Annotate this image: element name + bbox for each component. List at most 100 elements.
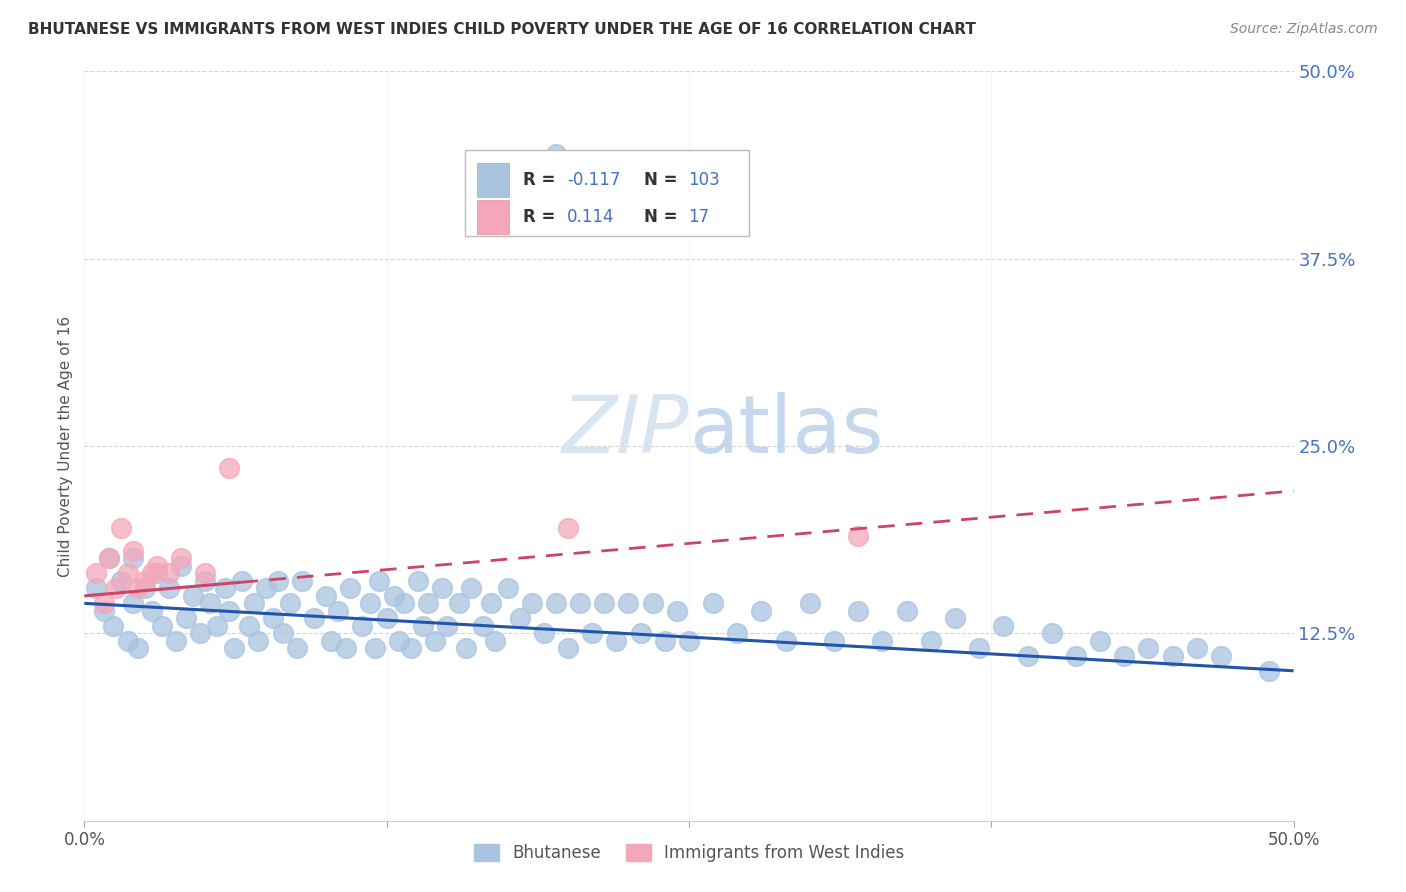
Text: Source: ZipAtlas.com: Source: ZipAtlas.com bbox=[1230, 22, 1378, 37]
Point bbox=[399, 641, 422, 656]
Point bbox=[170, 551, 193, 566]
Point bbox=[181, 589, 204, 603]
Point bbox=[725, 626, 748, 640]
Point bbox=[174, 611, 197, 625]
Point bbox=[194, 574, 217, 588]
Point bbox=[593, 596, 616, 610]
Point bbox=[97, 551, 120, 566]
Text: 103: 103 bbox=[688, 171, 720, 189]
Point bbox=[1040, 626, 1063, 640]
Point bbox=[224, 641, 246, 656]
Point bbox=[392, 596, 415, 610]
Point bbox=[302, 611, 325, 625]
Point bbox=[617, 596, 640, 610]
Point bbox=[242, 596, 264, 610]
Point bbox=[484, 633, 506, 648]
Point bbox=[967, 641, 990, 656]
Point bbox=[121, 551, 143, 566]
Legend: Bhutanese, Immigrants from West Indies: Bhutanese, Immigrants from West Indies bbox=[467, 837, 911, 869]
Point bbox=[388, 633, 411, 648]
Point bbox=[557, 521, 579, 535]
Point bbox=[121, 596, 143, 610]
Point bbox=[359, 596, 381, 610]
Point bbox=[412, 619, 434, 633]
Point bbox=[117, 566, 139, 581]
Point bbox=[775, 633, 797, 648]
Y-axis label: Child Poverty Under the Age of 16: Child Poverty Under the Age of 16 bbox=[58, 316, 73, 576]
Point bbox=[198, 596, 221, 610]
Point bbox=[472, 619, 495, 633]
Point bbox=[751, 604, 773, 618]
Point bbox=[702, 596, 724, 610]
Point bbox=[363, 641, 385, 656]
Point bbox=[190, 626, 212, 640]
Point bbox=[557, 641, 579, 656]
Point bbox=[110, 574, 132, 588]
Point bbox=[170, 558, 193, 573]
Point bbox=[436, 619, 458, 633]
Point bbox=[544, 146, 567, 161]
Point bbox=[134, 574, 156, 588]
FancyBboxPatch shape bbox=[478, 200, 509, 235]
Point bbox=[496, 582, 519, 596]
Point bbox=[678, 633, 700, 648]
Point bbox=[262, 611, 284, 625]
Point bbox=[254, 582, 277, 596]
Point bbox=[605, 633, 627, 648]
Point bbox=[1258, 664, 1281, 678]
Point bbox=[134, 582, 156, 596]
Point bbox=[267, 574, 290, 588]
Point bbox=[368, 574, 391, 588]
Point bbox=[157, 566, 180, 581]
Point bbox=[146, 558, 169, 573]
Text: ZIP: ZIP bbox=[561, 392, 689, 470]
Point bbox=[247, 633, 270, 648]
Point bbox=[291, 574, 314, 588]
Point bbox=[93, 604, 115, 618]
Point bbox=[141, 566, 163, 581]
Point bbox=[319, 633, 342, 648]
Point bbox=[285, 641, 308, 656]
Point bbox=[943, 611, 966, 625]
Point bbox=[103, 619, 125, 633]
Text: BHUTANESE VS IMMIGRANTS FROM WEST INDIES CHILD POVERTY UNDER THE AGE OF 16 CORRE: BHUTANESE VS IMMIGRANTS FROM WEST INDIES… bbox=[28, 22, 976, 37]
Point bbox=[1185, 641, 1208, 656]
Point bbox=[993, 619, 1015, 633]
Point bbox=[533, 626, 555, 640]
Point bbox=[218, 461, 240, 475]
Point bbox=[799, 596, 821, 610]
Point bbox=[544, 596, 567, 610]
Point bbox=[654, 633, 676, 648]
Point bbox=[214, 582, 236, 596]
Point bbox=[335, 641, 357, 656]
Point bbox=[104, 582, 127, 596]
Point bbox=[328, 604, 350, 618]
Point bbox=[86, 566, 108, 581]
Point bbox=[569, 596, 592, 610]
Point bbox=[846, 604, 869, 618]
Point bbox=[846, 529, 869, 543]
Point bbox=[920, 633, 942, 648]
Point bbox=[1161, 648, 1184, 663]
Text: R =: R = bbox=[523, 171, 561, 189]
Point bbox=[157, 582, 180, 596]
FancyBboxPatch shape bbox=[465, 150, 749, 236]
Text: atlas: atlas bbox=[689, 392, 883, 470]
Point bbox=[416, 596, 439, 610]
Point bbox=[375, 611, 398, 625]
Point bbox=[97, 551, 120, 566]
Text: 0.114: 0.114 bbox=[567, 208, 614, 227]
Point bbox=[117, 633, 139, 648]
Point bbox=[823, 633, 845, 648]
Point bbox=[520, 596, 543, 610]
Point bbox=[479, 596, 502, 610]
Point bbox=[423, 633, 446, 648]
Point bbox=[315, 589, 337, 603]
Point bbox=[896, 604, 918, 618]
Point bbox=[630, 626, 652, 640]
Point bbox=[509, 611, 531, 625]
Point bbox=[194, 566, 217, 581]
Text: N =: N = bbox=[644, 208, 683, 227]
Point bbox=[165, 633, 187, 648]
Text: 17: 17 bbox=[688, 208, 709, 227]
